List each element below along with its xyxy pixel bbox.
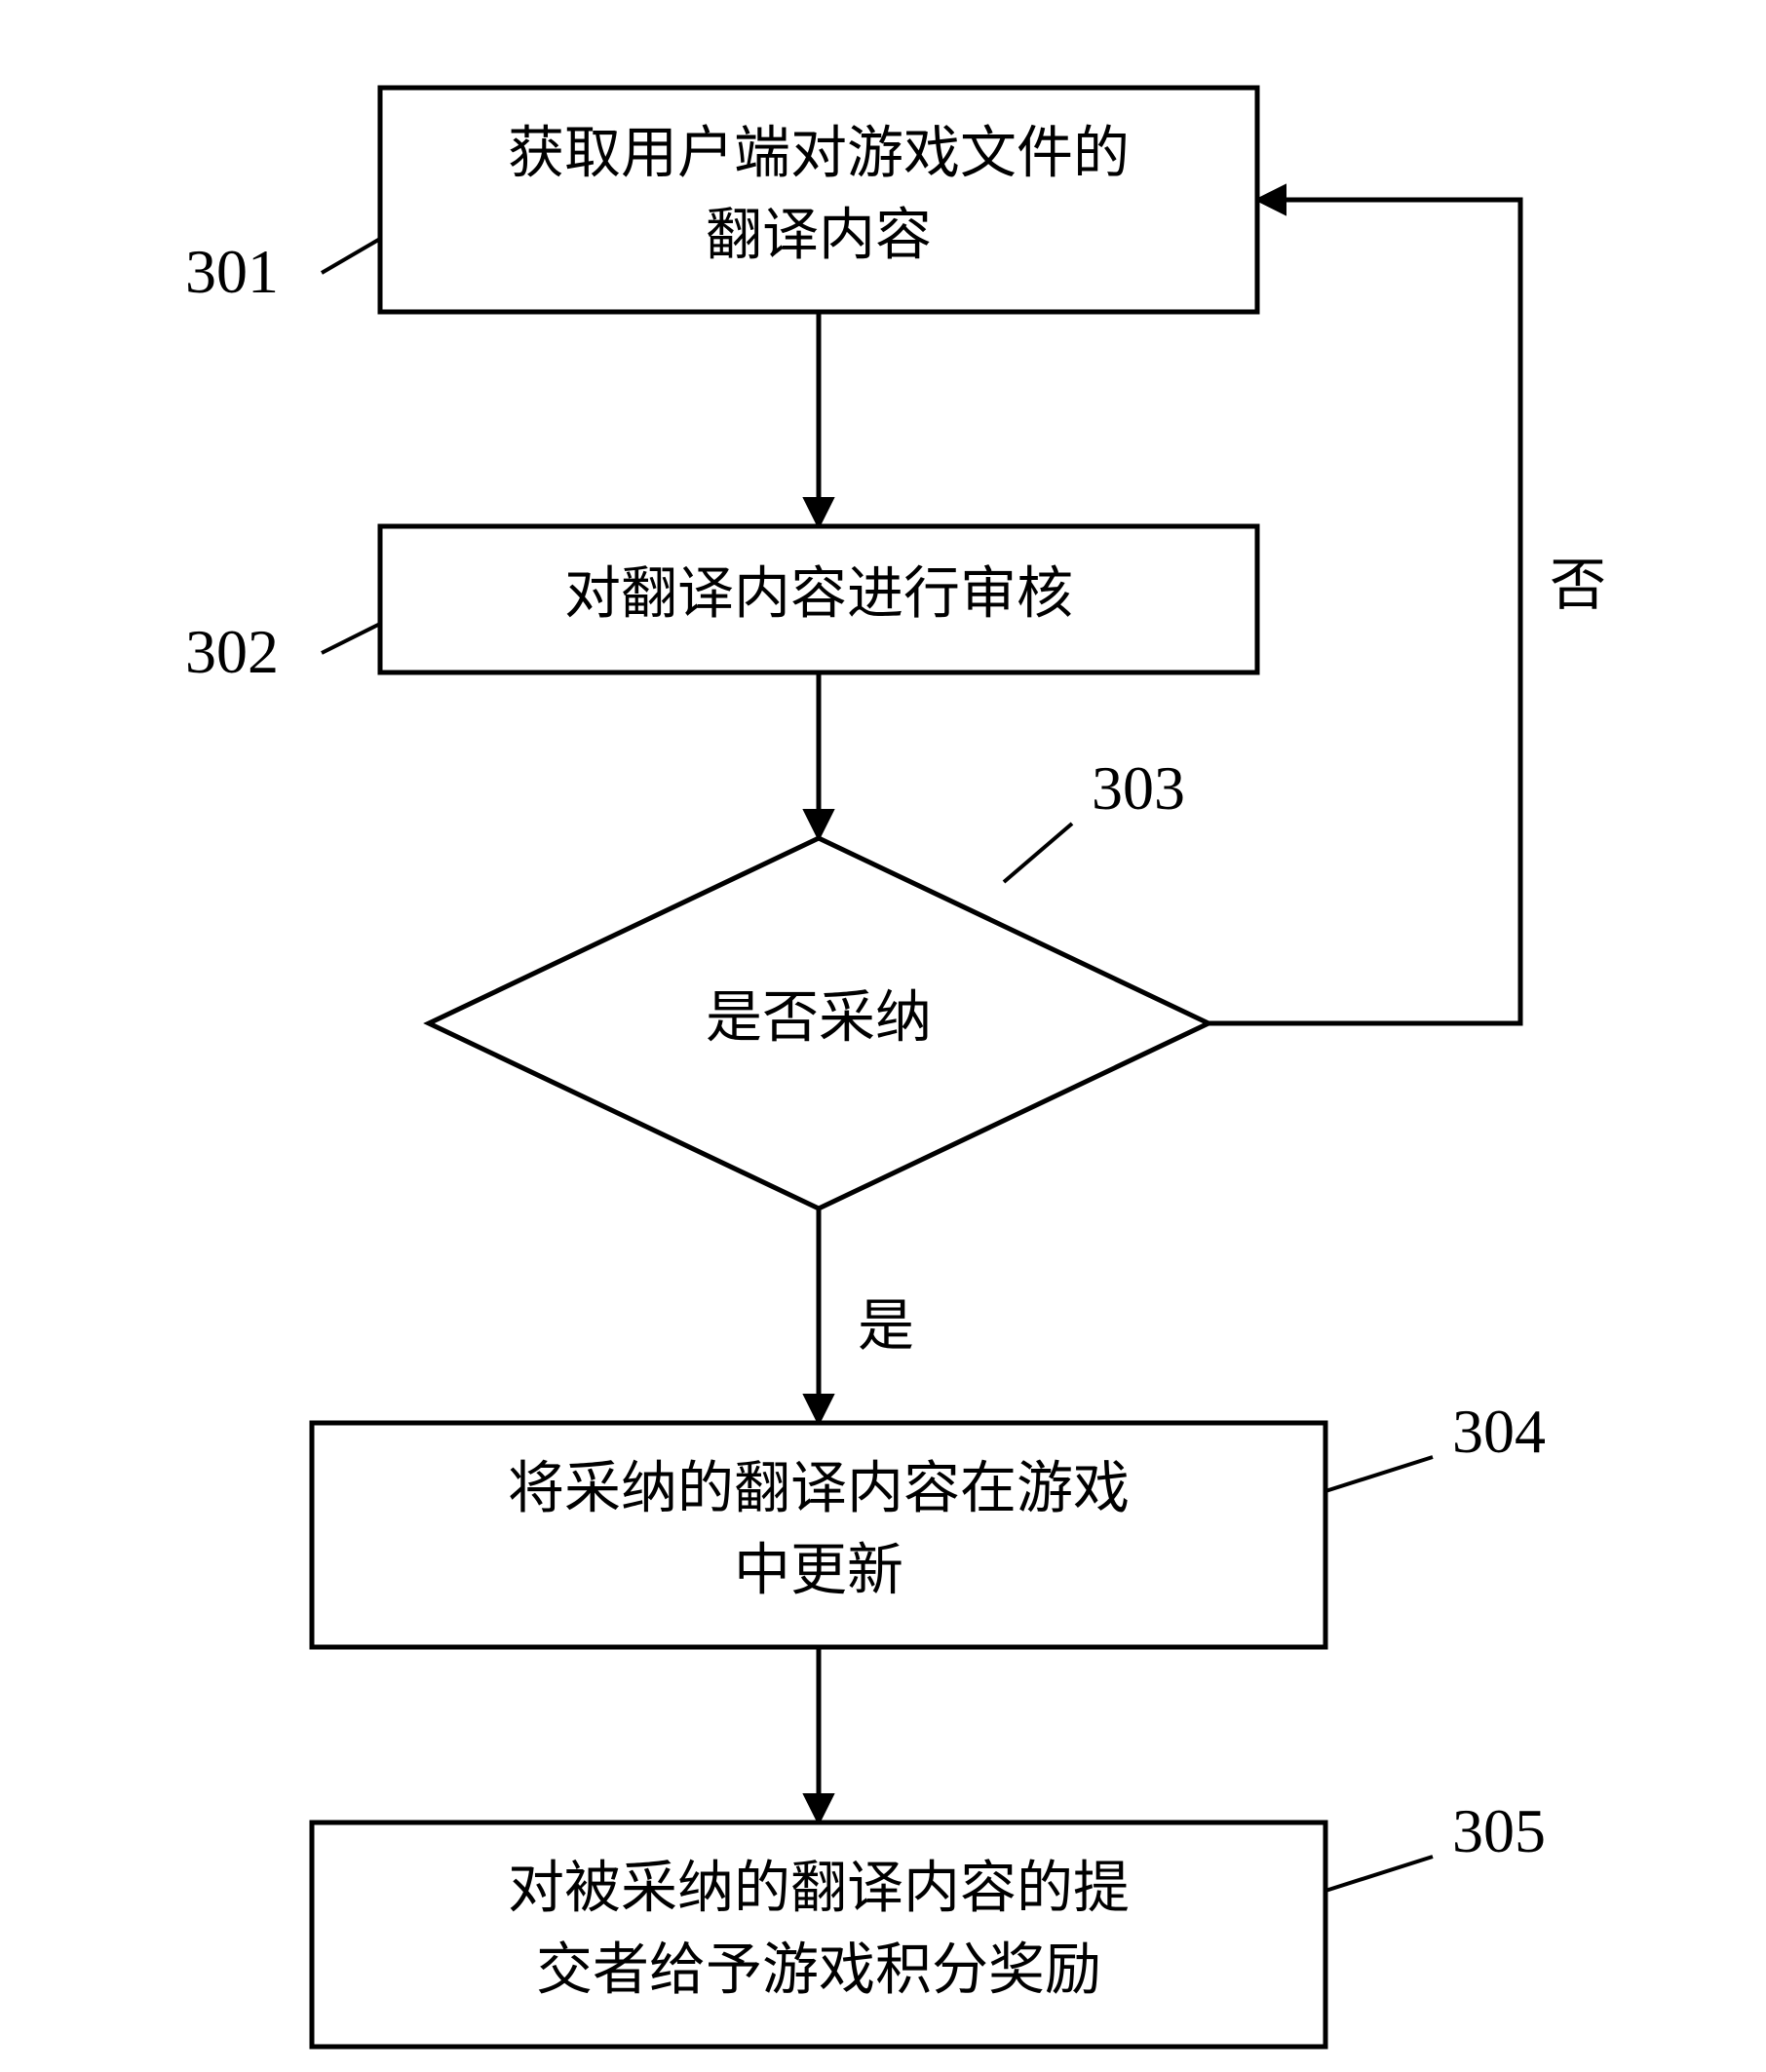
node-text: 是否采纳 bbox=[706, 985, 932, 1049]
edge-label: 否 bbox=[1550, 554, 1606, 617]
step-number-label: 301 bbox=[185, 237, 279, 306]
step-number-label: 305 bbox=[1452, 1796, 1546, 1865]
node-text: 获取用户端对游戏文件的 bbox=[508, 121, 1130, 184]
edge-label: 是 bbox=[858, 1294, 914, 1358]
node-text: 对被采纳的翻译内容的提 bbox=[508, 1856, 1130, 1919]
node-text: 中更新 bbox=[734, 1538, 903, 1601]
node-text: 交者给予游戏积分奖励 bbox=[536, 1938, 1101, 2001]
node-text: 对翻译内容进行审核 bbox=[564, 561, 1073, 625]
callout-line bbox=[1325, 1857, 1433, 1891]
callout-line bbox=[322, 239, 380, 273]
node-text: 将采纳的翻译内容在游戏 bbox=[508, 1456, 1130, 1519]
step-number-label: 303 bbox=[1092, 753, 1185, 823]
step-number-label: 304 bbox=[1452, 1397, 1546, 1466]
flowchart-canvas: 是 否 获取用户端对游戏文件的翻译内容 301 对翻译内容进行审核 302 是否采纳 303 将… bbox=[0, 0, 1766, 2072]
callout-line bbox=[1325, 1457, 1433, 1491]
callout-line bbox=[322, 624, 380, 653]
step-number-label: 302 bbox=[185, 617, 279, 686]
callout-line bbox=[1004, 824, 1072, 882]
node-text: 翻译内容 bbox=[706, 203, 932, 266]
